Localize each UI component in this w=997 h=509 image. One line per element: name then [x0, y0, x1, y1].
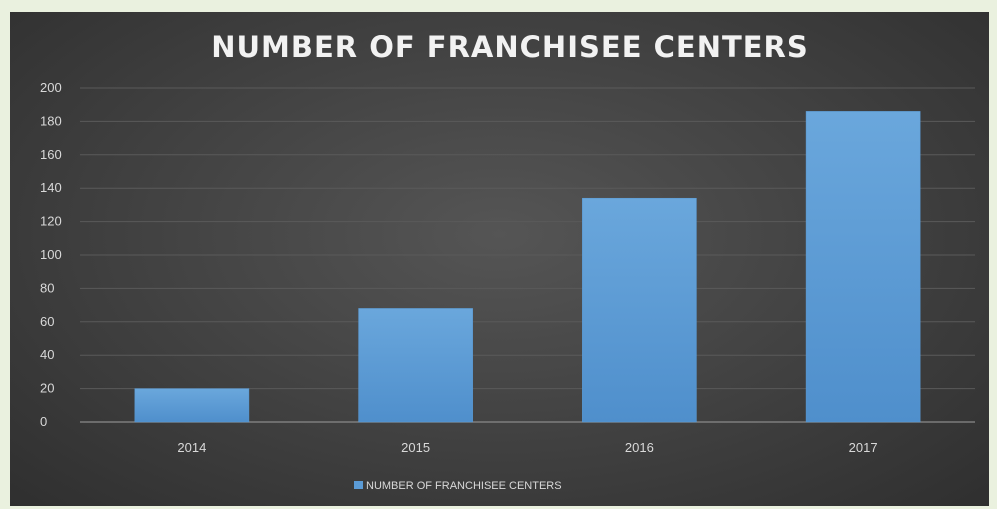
x-tick-label: 2016 [625, 440, 654, 455]
legend-swatch [354, 481, 363, 489]
x-tick-label: 2015 [401, 440, 430, 455]
y-tick-label: 80 [40, 280, 54, 295]
legend: NUMBER OF FRANCHISEE CENTERS [354, 480, 562, 492]
chart-title: NUMBER OF FRANCHISEE CENTERS [211, 30, 809, 64]
x-tick-label: 2014 [177, 440, 206, 455]
y-tick-label: 180 [40, 113, 62, 128]
y-tick-label: 100 [40, 247, 62, 262]
y-tick-label: 140 [40, 180, 62, 195]
chart-card: NUMBER OF FRANCHISEE CENTERS 0 20 40 60 80 10… [10, 12, 989, 506]
bar-chart: NUMBER OF FRANCHISEE CENTERS 0 20 40 60 80 10… [40, 30, 975, 492]
bar-2016 [582, 197, 697, 423]
y-tick-label: 200 [40, 80, 62, 95]
y-tick-label: 160 [40, 147, 62, 162]
x-axis-ticks: 2014 2015 2016 2017 [177, 440, 877, 455]
bar-2014 [134, 388, 250, 423]
y-tick-label: 0 [40, 414, 47, 429]
bar-2017 [805, 111, 921, 423]
y-tick-label: 120 [40, 214, 62, 229]
legend-label: NUMBER OF FRANCHISEE CENTERS [366, 480, 562, 492]
bars [134, 111, 921, 423]
y-axis-ticks: 0 20 40 60 80 100 120 140 160 180 200 [40, 80, 62, 429]
bar-2015 [358, 308, 473, 423]
x-tick-label: 2017 [849, 440, 878, 455]
y-tick-label: 40 [40, 347, 54, 362]
y-tick-label: 60 [40, 314, 54, 329]
y-tick-label: 20 [40, 381, 54, 396]
